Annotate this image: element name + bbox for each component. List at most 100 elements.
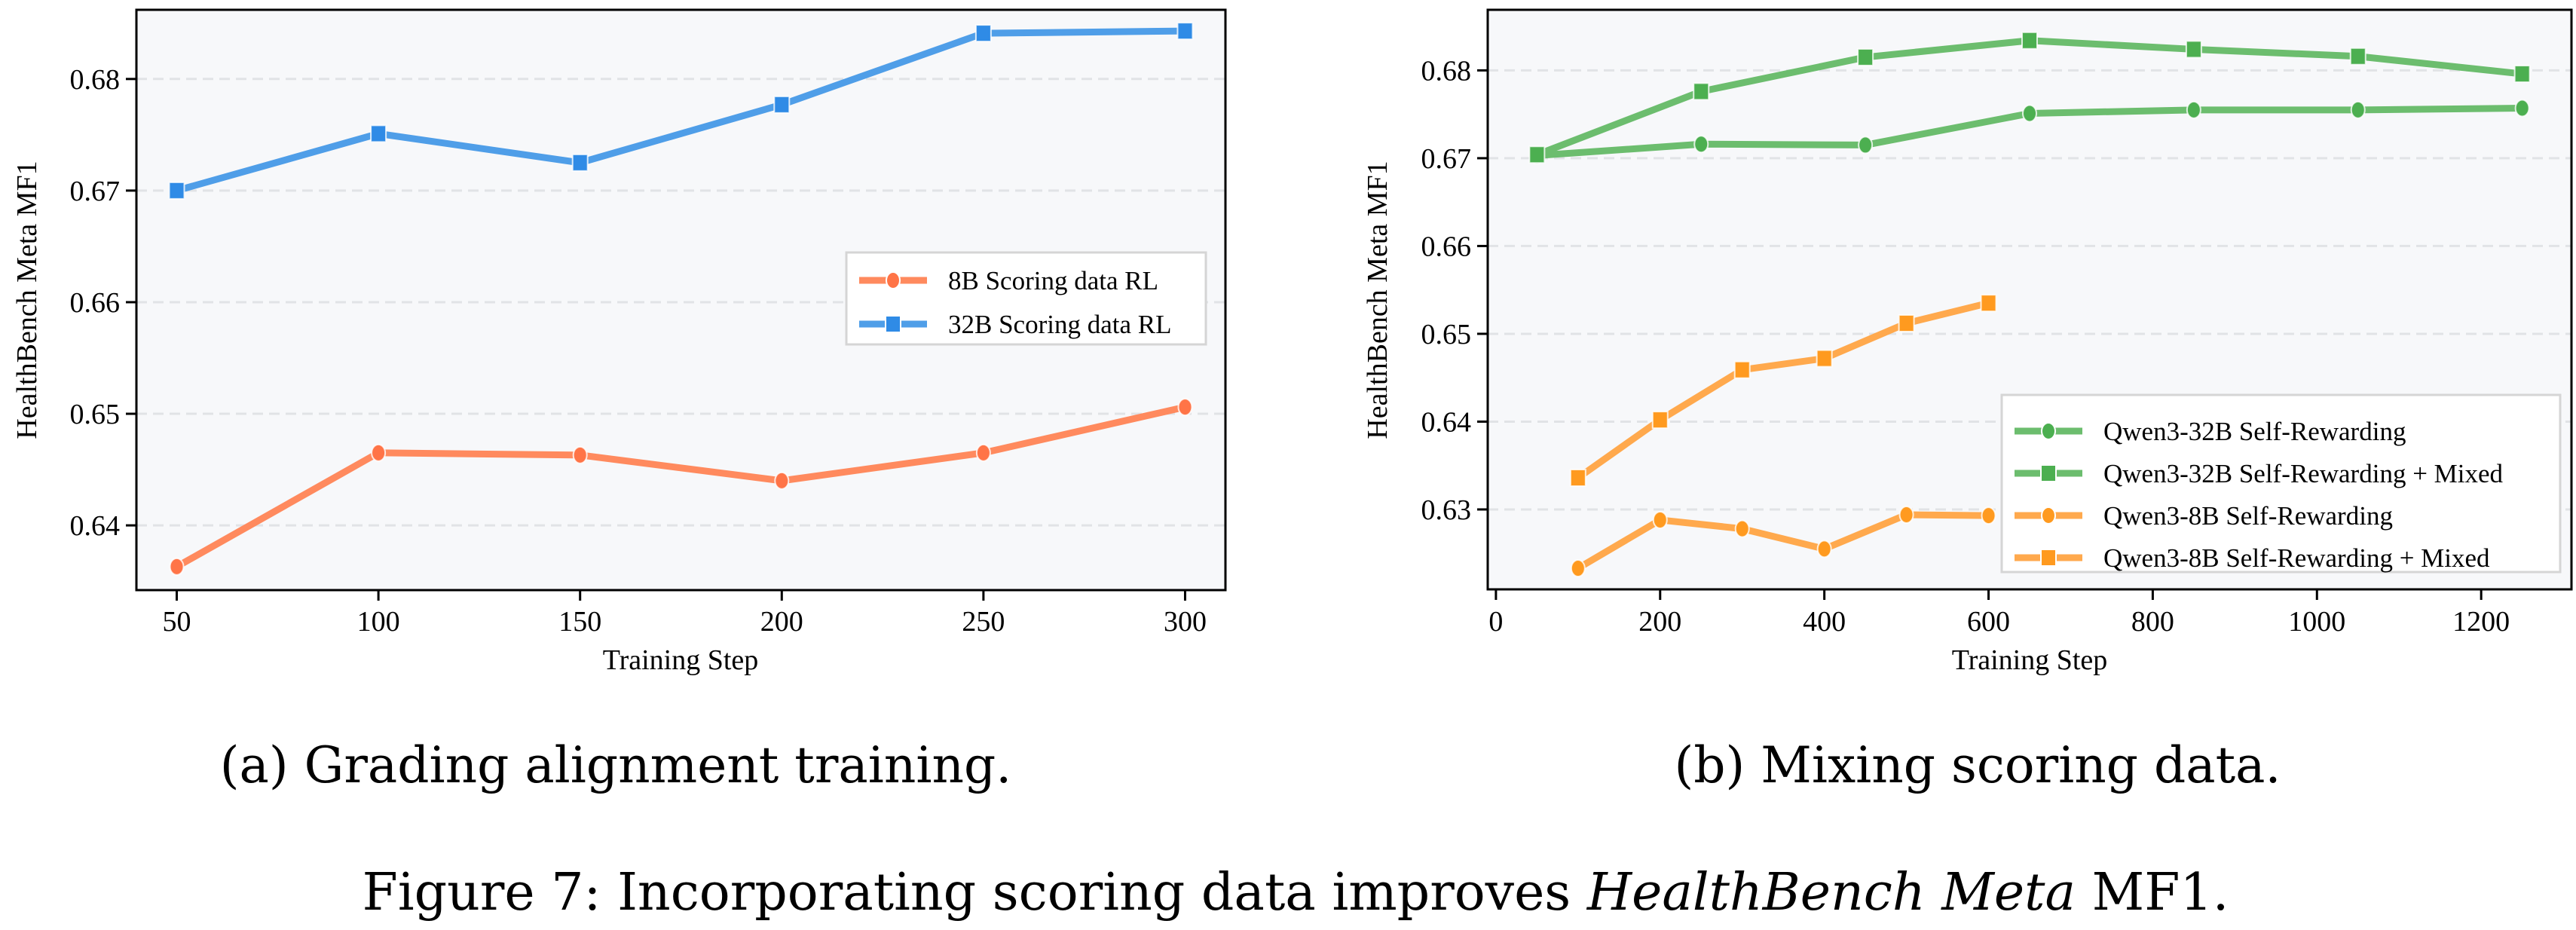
legend-label: Qwen3-32B Self-Rewarding + Mixed — [2103, 459, 2504, 488]
legend-square-marker-icon — [885, 315, 901, 333]
legend-box-a — [845, 251, 1207, 346]
data-point-8b-scoring-data-rl — [1177, 398, 1193, 417]
data-point-qwen3-32b-self-rewarding-mixed — [1693, 82, 1710, 101]
series-lines-b — [1528, 31, 2531, 578]
legend-label: 8B Scoring data RL — [948, 266, 1158, 295]
x-tick-label: 150 — [558, 606, 601, 638]
data-point-qwen3-8b-self-rewarding-mixed — [1651, 411, 1669, 430]
x-ticks-b: 0 200 400 600 800 1000 1200 — [1488, 589, 2510, 638]
y-tick-label: 0.63 — [1421, 494, 1472, 526]
legend-label: Qwen3-8B Self-Rewarding + Mixed — [2103, 543, 2490, 573]
y-tick-label: 0.67 — [1421, 143, 1472, 175]
figure-caption-suffix: MF1. — [2076, 863, 2229, 922]
data-point-qwen3-32b-self-rewarding-mixed — [1857, 47, 1874, 66]
data-point-qwen3-32b-self-rewarding-mixed — [2349, 47, 2366, 66]
legend-item-32b-scoring-data-rl: 32B Scoring data RL — [859, 310, 1172, 339]
data-point-qwen3-8b-self-rewarding — [1816, 540, 1832, 558]
data-point-qwen3-8b-self-rewarding — [1898, 505, 1914, 524]
x-tick-label: 200 — [760, 606, 803, 638]
axes-frame-b — [1486, 8, 2573, 591]
panel-a-grading-alignment: 50 100 150 200 250 300 0.64 0.65 0.66 0.67 0.68 T… — [11, 8, 1227, 794]
legend-square-marker-icon — [2040, 464, 2057, 482]
y-tick-label: 0.66 — [1421, 231, 1472, 262]
legend-item-qwen3-32b-self-rewarding-mixed: Qwen3-32B Self-Rewarding + Mixed — [2015, 459, 2504, 488]
legend-item-qwen3-8b-self-rewarding: Qwen3-8B Self-Rewarding — [2015, 501, 2393, 531]
data-point-qwen3-32b-self-rewarding — [2350, 100, 2366, 119]
series-line-8b-scoring-data-rl — [173, 403, 1189, 571]
x-tick-label: 1000 — [2288, 606, 2345, 638]
y-tick-label: 0.68 — [70, 64, 121, 96]
y-tick-label: 0.64 — [70, 510, 121, 542]
series-line-qwen3-8b-self-rewarding-mixed — [1574, 299, 1993, 482]
series-lines-a — [168, 22, 1194, 576]
x-tick-label: 1200 — [2452, 606, 2510, 638]
data-point-qwen3-32b-self-rewarding — [2514, 99, 2530, 118]
legend-circle-marker-icon — [886, 271, 901, 289]
legend-b: Qwen3-32B Self-Rewarding Qwen3-32B Self-R… — [2000, 393, 2562, 574]
series-line-qwen3-8b-self-rewarding — [1574, 511, 1993, 572]
y-tick-label: 0.64 — [1421, 406, 1472, 438]
y-axis-label-a: HealthBench Meta MF1 — [11, 161, 43, 439]
x-tick-label: 250 — [962, 606, 1005, 638]
panel-b-mixing-scoring-data: 0 200 400 600 800 1000 1200 0.630.640.650.660.… — [1362, 8, 2573, 794]
data-point-32b-scoring-data-rl — [168, 181, 185, 200]
y-ticks-a: 0.64 0.65 0.66 0.67 0.68 — [70, 64, 136, 542]
data-point-32b-scoring-data-rl — [1176, 22, 1194, 41]
y-tick-label: 0.67 — [70, 176, 121, 207]
data-point-qwen3-32b-self-rewarding-mixed — [2513, 65, 2531, 84]
legend-label: Qwen3-32B Self-Rewarding — [2103, 417, 2406, 446]
legend-item-8b-scoring-data-rl: 8B Scoring data RL — [859, 266, 1158, 295]
x-tick-label: 800 — [2131, 606, 2174, 638]
x-tick-label: 400 — [1803, 606, 1846, 638]
x-tick-label: 50 — [163, 606, 191, 638]
y-tick-label: 0.65 — [70, 399, 121, 430]
data-point-qwen3-32b-self-rewarding-mixed — [2021, 31, 2038, 50]
data-point-qwen3-8b-self-rewarding-mixed — [1980, 294, 1997, 313]
y-tick-label: 0.65 — [1421, 319, 1472, 350]
y-tick-label: 0.68 — [1421, 55, 1472, 87]
figure-caption: Figure 7: Incorporating scoring data imp… — [363, 863, 2229, 922]
x-ticks-a: 50 100 150 200 250 300 — [163, 590, 1207, 638]
data-point-32b-scoring-data-rl — [370, 124, 387, 143]
data-point-qwen3-8b-self-rewarding — [1981, 506, 1996, 525]
legend-item-qwen3-8b-self-rewarding-mixed: Qwen3-8B Self-Rewarding + Mixed — [2015, 543, 2490, 573]
subcaption-b: (b) Mixing scoring data. — [1675, 736, 2281, 794]
figure-caption-prefix: Figure 7: Incorporating scoring data imp… — [363, 863, 1587, 922]
legend-label: Qwen3-8B Self-Rewarding — [2103, 501, 2393, 531]
data-point-8b-scoring-data-rl — [371, 443, 387, 462]
subcaption-a: (a) Grading alignment training. — [220, 736, 1011, 794]
data-point-qwen3-32b-self-rewarding — [1693, 135, 1709, 154]
x-tick-label: 200 — [1638, 606, 1681, 638]
axes-frame-a — [135, 8, 1227, 592]
legend-square-marker-icon — [2040, 549, 2057, 567]
data-point-qwen3-32b-self-rewarding — [1858, 136, 1874, 154]
data-point-8b-scoring-data-rl — [975, 443, 991, 462]
legend-circle-marker-icon — [2041, 422, 2056, 440]
legend-box-b — [2000, 393, 2562, 574]
series-line-32b-scoring-data-rl — [173, 27, 1189, 194]
data-point-qwen3-8b-self-rewarding-mixed — [1569, 469, 1586, 488]
data-point-32b-scoring-data-rl — [571, 153, 589, 172]
data-point-qwen3-32b-self-rewarding-mixed — [2185, 40, 2202, 59]
data-point-qwen3-8b-self-rewarding-mixed — [1898, 314, 1915, 332]
x-tick-label: 600 — [1967, 606, 2010, 638]
data-point-8b-scoring-data-rl — [572, 445, 588, 464]
legend-label: 32B Scoring data RL — [948, 310, 1172, 339]
x-axis-label-b: Training Step — [1952, 644, 2108, 676]
data-point-qwen3-8b-self-rewarding-mixed — [1816, 349, 1833, 368]
y-ticks-b: 0.63 0.64 0.65 0.66 0.67 0.68 — [1421, 55, 1488, 526]
x-axis-label-a: Training Step — [603, 644, 759, 676]
x-tick-label: 0 — [1488, 606, 1503, 638]
data-point-qwen3-32b-self-rewarding — [2186, 100, 2201, 119]
data-point-qwen3-32b-self-rewarding-mixed — [1528, 145, 1546, 164]
y-tick-label: 0.66 — [70, 287, 121, 319]
data-point-qwen3-8b-self-rewarding — [1570, 559, 1586, 578]
legend-circle-marker-icon — [2041, 506, 2056, 525]
data-point-8b-scoring-data-rl — [169, 557, 185, 576]
figure-caption-italic: HealthBench Meta — [1586, 863, 2076, 922]
data-point-qwen3-8b-self-rewarding-mixed — [1733, 360, 1751, 379]
data-point-qwen3-8b-self-rewarding — [1652, 510, 1668, 529]
y-axis-label-b: HealthBench Meta MF1 — [1362, 161, 1394, 439]
data-point-32b-scoring-data-rl — [974, 24, 992, 43]
